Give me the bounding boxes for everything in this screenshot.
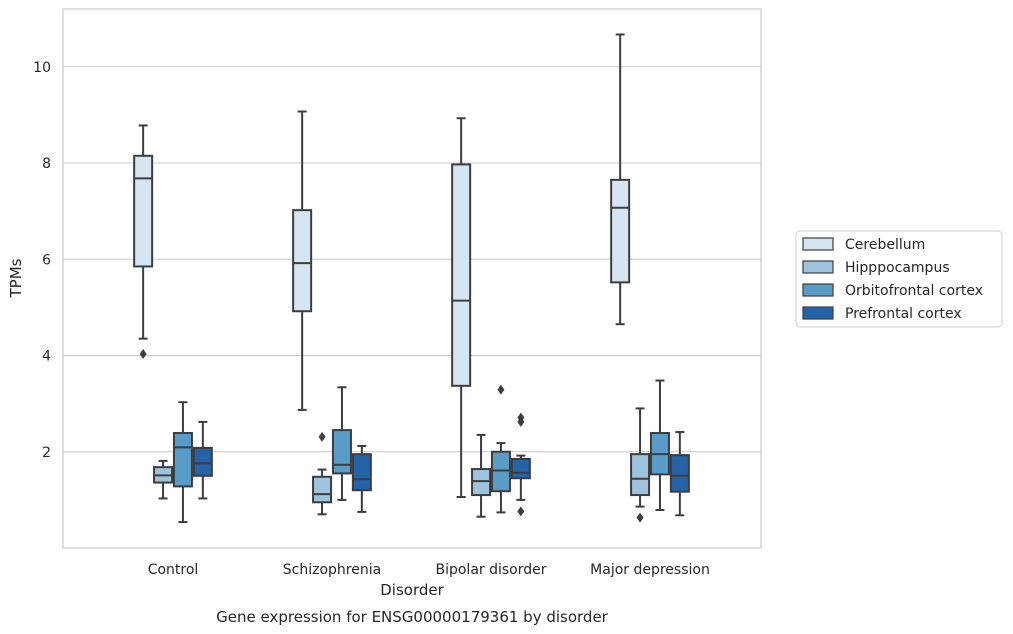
box-1-2 bbox=[471, 433, 492, 518]
y-tick-label: 2 bbox=[42, 445, 51, 461]
box-iqr bbox=[292, 209, 313, 313]
y-tick-label: 10 bbox=[33, 60, 51, 76]
outlier-point bbox=[517, 506, 525, 517]
box-3-0 bbox=[192, 420, 213, 500]
box-3-1 bbox=[351, 444, 372, 513]
box-0-0 bbox=[133, 124, 154, 360]
legend-label: Cerebellum bbox=[845, 237, 925, 253]
y-tick-labels: 2 4 6 8 10 bbox=[33, 60, 51, 461]
box-3-2 bbox=[510, 412, 531, 517]
boxes-layer bbox=[133, 33, 690, 524]
outlier-point bbox=[636, 512, 644, 523]
outlier-point bbox=[517, 412, 525, 423]
y-axis-label: TPMs bbox=[7, 258, 25, 298]
legend-swatch bbox=[802, 283, 834, 297]
box-iqr bbox=[312, 475, 333, 504]
box-1-1 bbox=[312, 431, 333, 516]
box-iqr bbox=[331, 429, 352, 475]
box-2-1 bbox=[331, 386, 352, 501]
chart-caption: Gene expression for ENSG00000179361 by d… bbox=[216, 608, 609, 626]
box-1-3 bbox=[630, 407, 651, 523]
legend: Cerebellum Hipppocampus Orbitofrontal cort… bbox=[795, 230, 1003, 328]
y-tick-label: 4 bbox=[42, 349, 51, 365]
y-tick-label: 6 bbox=[42, 252, 51, 268]
legend-swatch bbox=[802, 306, 834, 320]
x-tick-label: Schizophrenia bbox=[283, 562, 381, 578]
box-iqr bbox=[610, 178, 631, 284]
legend-label: Orbitofrontal cortex bbox=[845, 283, 983, 299]
box-iqr bbox=[133, 154, 154, 268]
box-2-0 bbox=[172, 401, 193, 524]
legend-label: Prefrontal cortex bbox=[845, 306, 962, 322]
plot-frame bbox=[62, 8, 762, 549]
box-3-3 bbox=[669, 431, 690, 517]
box-iqr bbox=[351, 453, 372, 492]
box-2-2 bbox=[490, 384, 511, 514]
outlier-point bbox=[318, 431, 326, 442]
box-iqr bbox=[510, 457, 531, 480]
x-tick-labels: Control Schizophrenia Bipolar disorder Majo… bbox=[148, 562, 710, 578]
box-iqr bbox=[630, 453, 651, 497]
box-iqr bbox=[669, 454, 690, 493]
y-tick-label: 8 bbox=[42, 156, 51, 172]
box-1-0 bbox=[153, 459, 174, 500]
x-tick-label: Major depression bbox=[590, 562, 710, 578]
x-axis-label: Disorder bbox=[380, 581, 444, 599]
box-2-3 bbox=[649, 379, 670, 511]
legend-frame bbox=[795, 230, 1003, 328]
x-tick-label: Control bbox=[148, 562, 199, 578]
x-tick-label: Bipolar disorder bbox=[435, 562, 546, 578]
box-iqr bbox=[172, 431, 193, 488]
box-iqr bbox=[192, 446, 213, 477]
legend-label: Hipppocampus bbox=[845, 260, 950, 276]
legend-swatch bbox=[802, 260, 834, 274]
legend-swatch bbox=[802, 237, 834, 251]
box-0-3 bbox=[610, 33, 631, 326]
box-0-1 bbox=[292, 110, 313, 411]
outlier-point bbox=[497, 384, 505, 395]
box-iqr bbox=[451, 163, 472, 387]
box-0-2 bbox=[451, 117, 472, 498]
outlier-point bbox=[139, 349, 147, 360]
